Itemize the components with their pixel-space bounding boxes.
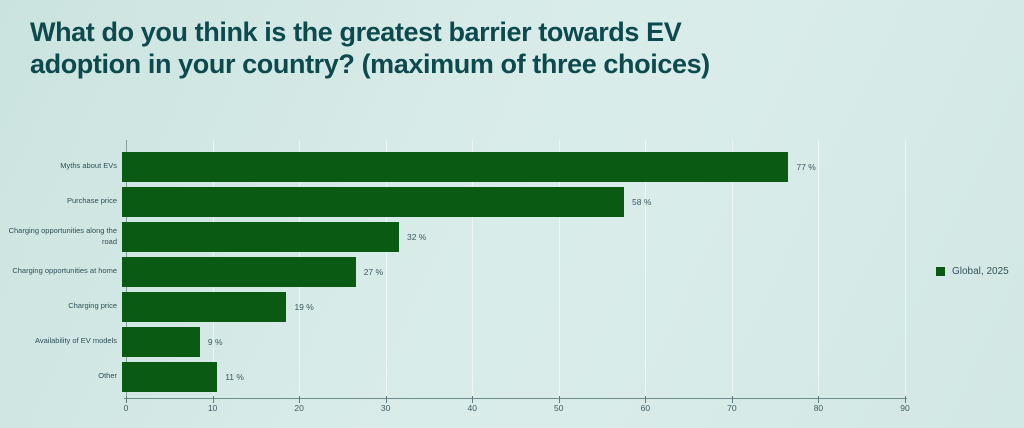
bar-track: 32 % (122, 221, 901, 252)
category-label: Charging opportunities along the road (8, 226, 117, 246)
chart-title: What do you think is the greatest barrie… (30, 17, 710, 80)
bar-rows: Myths about EVs 77 % Purchase price 58 % Cha… (0, 140, 905, 398)
bar (122, 291, 287, 322)
grid-line (472, 140, 474, 398)
category-label: Charging opportunities at home (12, 266, 117, 276)
bar (122, 186, 625, 217)
bar-track: 27 % (122, 256, 901, 287)
bar-track: 11 % (122, 361, 901, 392)
grid-line (385, 140, 387, 398)
grid-line (558, 140, 560, 398)
x-tick-label: 10 (207, 403, 218, 413)
x-axis-line (124, 398, 907, 399)
bar-row: Charging opportunities at home 27 % (0, 254, 905, 289)
bar (122, 256, 356, 287)
bar-row: Other 11 % (0, 359, 905, 394)
bar (122, 361, 218, 392)
x-tick (645, 396, 647, 403)
x-tick-label: 20 (294, 403, 304, 413)
value-label: 9 % (207, 336, 223, 347)
bar-row: Availability of EV models 9 % (0, 324, 905, 359)
x-tick (905, 396, 906, 403)
x-tick-label: 40 (467, 403, 477, 413)
bar-track: 77 % (122, 151, 901, 182)
legend-label: Global, 2025 (952, 266, 1009, 277)
bar-row: Myths about EVs 77 % (0, 149, 905, 184)
bar-row: Charging opportunities along the road 32 … (0, 219, 905, 254)
x-tick-label: 60 (640, 403, 651, 413)
value-label: 27 % (363, 266, 384, 277)
legend-swatch-icon (936, 267, 945, 276)
x-tick (212, 396, 214, 403)
x-tick (731, 396, 733, 403)
bar (122, 326, 200, 357)
legend: Global, 2025 (936, 266, 1009, 277)
x-tick-label: 50 (554, 403, 564, 413)
grid-line (645, 140, 647, 398)
category-label: Purchase price (66, 196, 117, 206)
x-tick-label: 70 (727, 403, 737, 413)
x-tick (299, 396, 301, 403)
x-tick (385, 396, 387, 403)
bar-track: 9 % (122, 326, 901, 357)
value-label: 32 % (406, 231, 427, 242)
grid-line (731, 140, 733, 398)
category-label: Other (98, 371, 117, 381)
x-tick (126, 396, 127, 403)
x-tick-label: 30 (380, 403, 391, 413)
grid-line (818, 140, 820, 398)
value-label: 11 % (225, 371, 244, 382)
x-tick (818, 396, 820, 403)
x-tick (558, 396, 560, 403)
x-tick-label: 0 (123, 403, 129, 413)
bar-track: 58 % (122, 186, 901, 217)
bar-row: Charging price 19 % (0, 289, 905, 324)
category-label: Charging price (68, 301, 117, 311)
bar-track: 19 % (122, 291, 901, 322)
bar (122, 151, 789, 182)
x-tick-label: 80 (813, 403, 824, 413)
value-label: 19 % (294, 301, 314, 312)
grid-line (905, 140, 906, 398)
x-tick (472, 396, 474, 403)
x-tick-label: 90 (900, 403, 910, 413)
bar (122, 221, 399, 252)
category-label: Myths about EVs (60, 161, 117, 171)
value-label: 77 % (796, 161, 816, 172)
value-label: 58 % (632, 196, 652, 207)
bar-row: Purchase price 58 % (0, 184, 905, 219)
category-label: Availability of EV models (35, 336, 117, 346)
